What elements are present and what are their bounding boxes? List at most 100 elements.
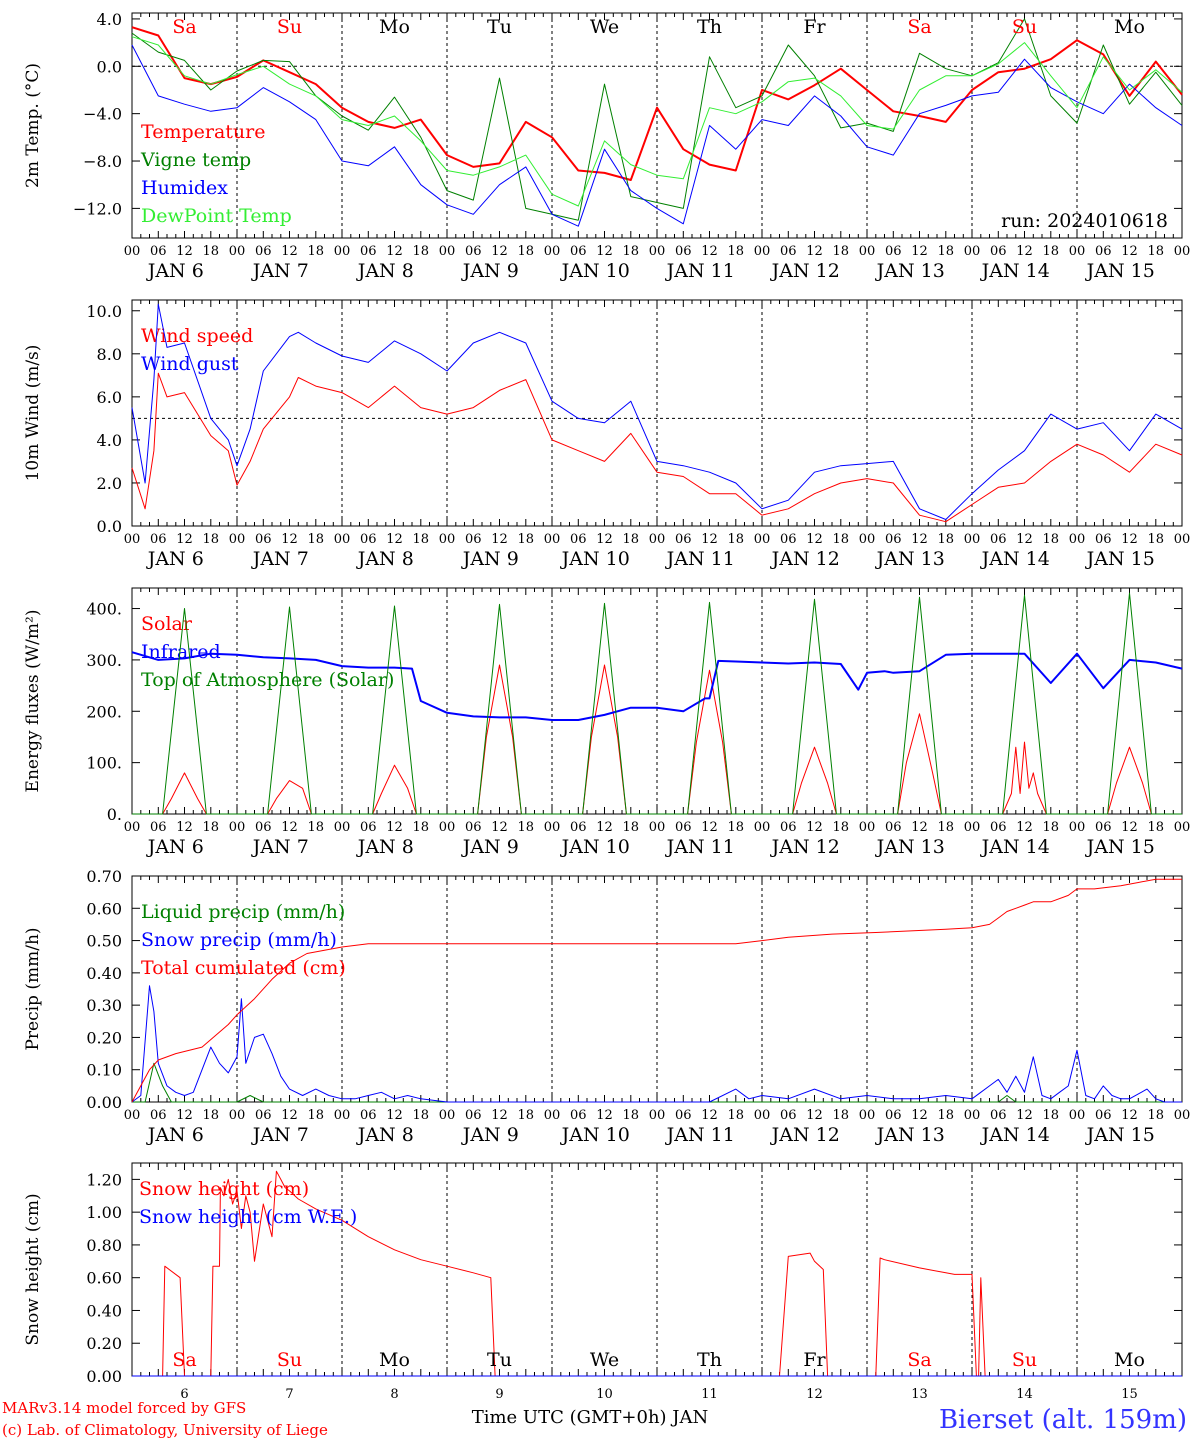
y-tick-label: 1.20 (86, 1170, 122, 1189)
y-tick-label: 0.0 (97, 57, 122, 76)
hour-tick-label: 06 (570, 244, 587, 259)
hour-tick-label: 18 (412, 244, 429, 259)
hour-tick-label: 06 (570, 1108, 587, 1123)
hour-tick-label: 00 (964, 820, 981, 835)
hour-tick-label: 12 (596, 1108, 613, 1123)
hour-tick-label: 00 (544, 244, 561, 259)
y-axis-label: 2m Temp. (°C) (23, 63, 43, 188)
hour-tick-label: 12 (176, 820, 193, 835)
y-tick-label: 0.80 (86, 1236, 122, 1255)
day-number-label: 10 (596, 1387, 613, 1402)
hour-tick-label: 12 (596, 244, 613, 259)
weekday-label: We (590, 16, 619, 38)
date-label: JAN 7 (251, 1124, 309, 1146)
weekday-label: Su (277, 16, 302, 38)
y-axis-label: Energy fluxes (W/m²) (23, 610, 43, 793)
hour-tick-label: 12 (911, 244, 928, 259)
hour-tick-label: 12 (806, 820, 823, 835)
weekday-label: Tu (487, 1349, 512, 1371)
y-tick-label: 6.0 (97, 388, 122, 407)
date-label: JAN 6 (146, 548, 204, 570)
hour-tick-label: 00 (334, 820, 351, 835)
hour-tick-label: 18 (1147, 532, 1164, 547)
hour-tick-label: 12 (701, 244, 718, 259)
y-tick-label: 1.00 (86, 1203, 122, 1222)
weekday-label: Tu (487, 16, 512, 38)
y-tick-label: 0.70 (86, 867, 122, 886)
y-tick-label: −8.0 (83, 152, 122, 171)
date-label: JAN 7 (251, 548, 309, 570)
hour-tick-label: 00 (1174, 820, 1191, 835)
date-label: JAN 7 (251, 836, 309, 858)
hour-tick-label: 18 (202, 244, 219, 259)
date-label: JAN 11 (665, 1124, 735, 1146)
hour-tick-label: 06 (465, 532, 482, 547)
weekday-label: Su (1012, 16, 1037, 38)
y-tick-label: 0.20 (86, 1334, 122, 1353)
hour-tick-label: 06 (885, 1108, 902, 1123)
date-label: JAN 6 (146, 1124, 204, 1146)
hour-tick-label: 18 (517, 532, 534, 547)
hour-tick-label: 12 (1121, 820, 1138, 835)
weekday-label: Sa (907, 1349, 931, 1371)
hour-tick-label: 06 (780, 820, 797, 835)
hour-tick-label: 18 (307, 820, 324, 835)
hour-tick-label: 18 (1042, 820, 1059, 835)
hour-tick-label: 12 (701, 1108, 718, 1123)
hour-tick-label: 12 (281, 244, 298, 259)
date-label: JAN 15 (1085, 548, 1155, 570)
hour-tick-label: 12 (1121, 532, 1138, 547)
y-tick-label: 400. (86, 600, 122, 619)
hour-tick-label: 00 (964, 244, 981, 259)
hour-tick-label: 12 (701, 532, 718, 547)
hour-tick-label: 06 (1095, 532, 1112, 547)
series-line-solar (132, 664, 1182, 815)
y-tick-label: 0.60 (86, 1269, 122, 1288)
hour-tick-label: 06 (150, 820, 167, 835)
hour-tick-label: 12 (1016, 1108, 1033, 1123)
legend-entry: Wind speed (141, 325, 253, 347)
hour-tick-label: 18 (1042, 532, 1059, 547)
y-tick-label: 100. (86, 754, 122, 773)
y-tick-label: 0.60 (86, 899, 122, 918)
hour-tick-label: 12 (1016, 532, 1033, 547)
hour-tick-label: 18 (202, 1108, 219, 1123)
hour-tick-label: 06 (465, 244, 482, 259)
hour-tick-label: 00 (1069, 820, 1086, 835)
hour-tick-label: 06 (990, 1108, 1007, 1123)
hour-tick-label: 12 (596, 820, 613, 835)
y-tick-label: −12.0 (73, 199, 122, 218)
hour-tick-label: 18 (517, 1108, 534, 1123)
y-axis-label: 10m Wind (m/s) (23, 345, 43, 482)
date-label: JAN 12 (770, 1124, 840, 1146)
date-label: JAN 8 (356, 548, 414, 570)
hour-tick-label: 06 (255, 532, 272, 547)
y-tick-label: 0.20 (86, 1028, 122, 1047)
hour-tick-label: 06 (255, 820, 272, 835)
hour-tick-label: 00 (754, 820, 771, 835)
hour-tick-label: 18 (1042, 1108, 1059, 1123)
date-label: JAN 12 (770, 836, 840, 858)
hour-tick-label: 12 (386, 1108, 403, 1123)
date-label: JAN 13 (875, 1124, 945, 1146)
series-line-humidex (131, 44, 1183, 227)
hour-tick-label: 18 (307, 532, 324, 547)
hour-tick-label: 06 (990, 532, 1007, 547)
hour-tick-label: 12 (386, 532, 403, 547)
hour-tick-label: 06 (780, 532, 797, 547)
hour-tick-label: 18 (832, 244, 849, 259)
date-label: JAN 14 (980, 836, 1050, 858)
hour-tick-label: 00 (649, 820, 666, 835)
hour-tick-label: 00 (334, 244, 351, 259)
hour-tick-label: 12 (1121, 1108, 1138, 1123)
hour-tick-label: 00 (649, 1108, 666, 1123)
hour-tick-label: 12 (596, 532, 613, 547)
hour-ticks (131, 300, 1183, 526)
hour-tick-label: 12 (1121, 244, 1138, 259)
hour-tick-label: 12 (386, 244, 403, 259)
weekday-label: We (590, 1349, 619, 1371)
hour-tick-label: 06 (780, 244, 797, 259)
hour-tick-label: 00 (439, 244, 456, 259)
hour-tick-label: 18 (622, 244, 639, 259)
hour-tick-label: 12 (806, 244, 823, 259)
